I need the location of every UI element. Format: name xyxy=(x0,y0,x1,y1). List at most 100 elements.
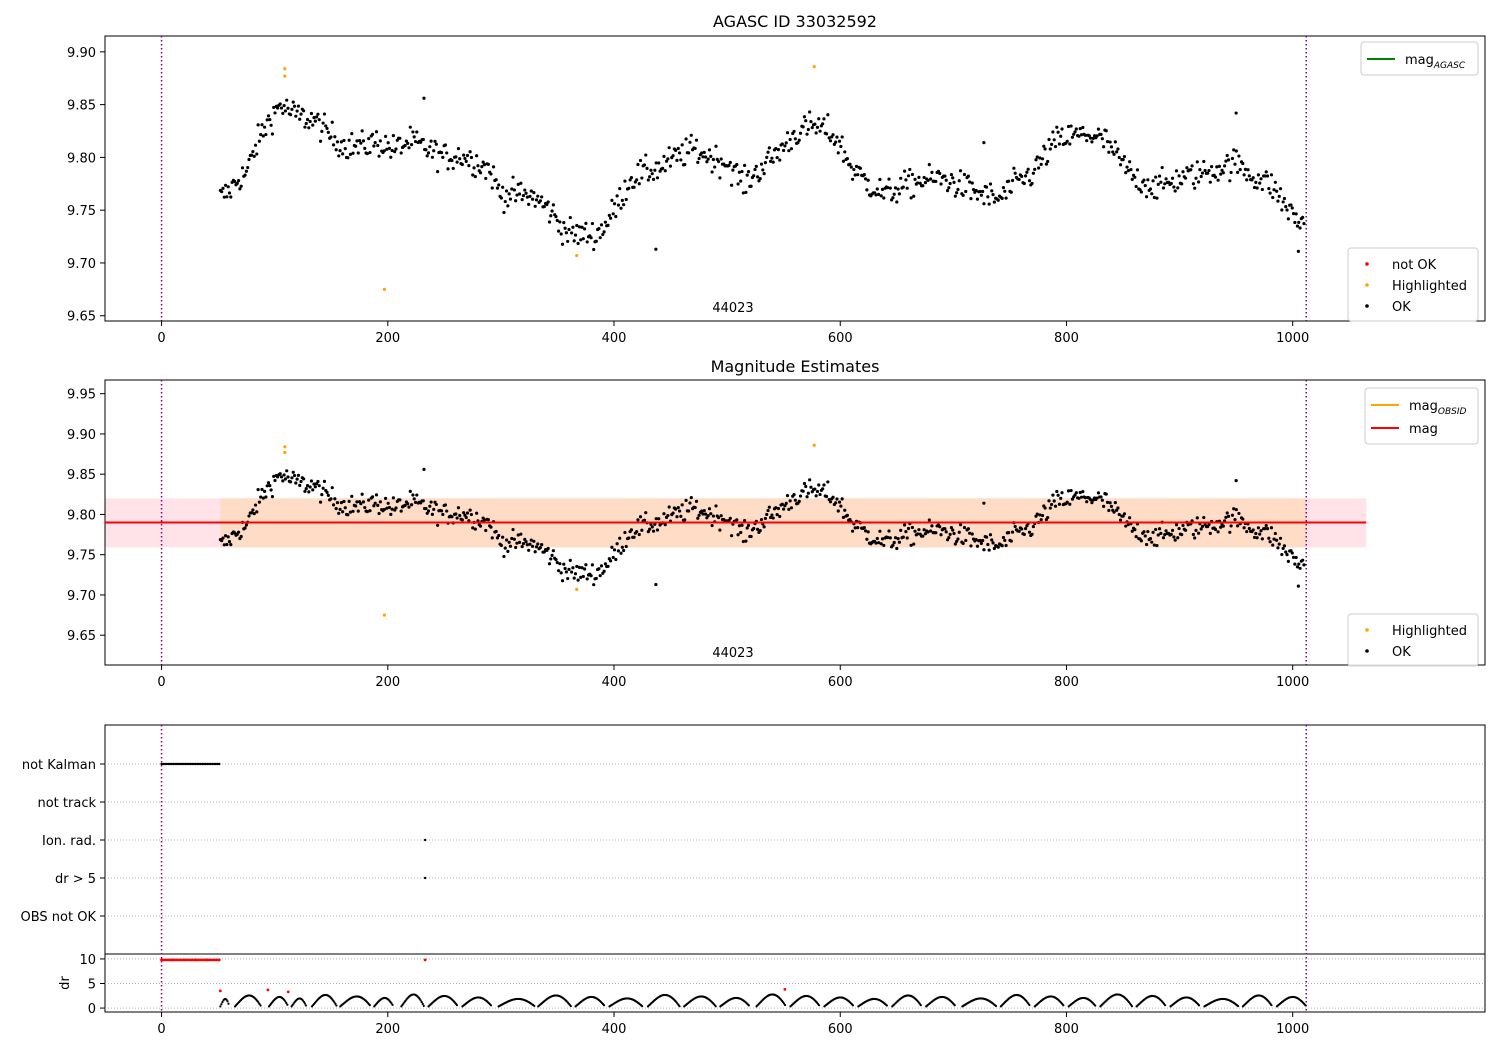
ok-point xyxy=(517,192,522,196)
ok-point xyxy=(927,162,931,167)
ok-point xyxy=(990,189,994,193)
panel-1-obsid-label: 44023 xyxy=(712,301,753,316)
ok-point xyxy=(322,479,327,483)
ok-point xyxy=(516,533,520,537)
flag-point xyxy=(173,762,177,766)
ok-point xyxy=(775,512,779,517)
ok-point xyxy=(1255,536,1259,540)
ok-point xyxy=(1017,529,1021,533)
ok-point xyxy=(990,538,994,542)
ok-point xyxy=(412,135,416,139)
ok-point xyxy=(974,538,978,542)
ok-point xyxy=(1196,531,1201,535)
ok-point xyxy=(1229,170,1233,175)
ok-point xyxy=(599,223,604,227)
dr-point xyxy=(994,1004,998,1008)
ok-point xyxy=(956,187,960,192)
ok-point xyxy=(762,172,766,176)
ok-point xyxy=(969,544,973,548)
ok-point xyxy=(991,193,995,197)
ok-point xyxy=(688,140,692,144)
ok-point xyxy=(1161,186,1166,190)
ok-point xyxy=(1232,507,1236,511)
ok-point xyxy=(981,538,985,543)
ok-point xyxy=(240,166,245,170)
ok-point xyxy=(1202,515,1206,520)
ok-point xyxy=(836,509,840,513)
ok-point xyxy=(515,541,519,545)
ok-point xyxy=(677,151,682,155)
ok-point xyxy=(446,167,450,171)
ok-point xyxy=(809,120,813,124)
ok-point xyxy=(802,481,807,486)
ok-point xyxy=(1157,527,1162,531)
ok-point xyxy=(367,136,371,141)
ok-point xyxy=(840,135,844,139)
ok-point xyxy=(684,137,688,141)
ok-point xyxy=(817,483,821,487)
ok-point xyxy=(961,193,965,197)
ok-point xyxy=(671,511,675,515)
ok-point xyxy=(278,472,282,476)
ok-point xyxy=(534,198,539,202)
ok-point xyxy=(387,505,392,510)
ok-point xyxy=(289,480,293,484)
ok-point xyxy=(1003,538,1007,542)
p3-xtick-label: 200 xyxy=(375,1022,400,1037)
ok-point xyxy=(903,523,907,527)
ok-point xyxy=(1000,196,1004,200)
ok-point xyxy=(503,199,507,204)
ok-point xyxy=(789,147,794,151)
dr-point xyxy=(569,1004,572,1008)
ok-point xyxy=(893,536,898,540)
ok-point xyxy=(330,120,334,124)
ok-point xyxy=(510,536,514,541)
ok-point xyxy=(866,530,870,534)
ok-point xyxy=(603,220,608,224)
ok-point xyxy=(970,181,974,185)
ok-point xyxy=(1295,224,1300,228)
ok-point xyxy=(350,494,354,498)
dr-point xyxy=(1236,1004,1240,1008)
p2-legend-label: mag xyxy=(1409,422,1438,437)
p2-xtick-label: 800 xyxy=(1054,675,1079,690)
dr-not-ok-point xyxy=(218,989,222,993)
ok-point xyxy=(389,512,393,516)
ok-point xyxy=(253,143,258,147)
ok-point xyxy=(1290,551,1294,555)
ok-point xyxy=(515,193,519,197)
ok-point xyxy=(467,163,471,168)
p1-legend-label: not OK xyxy=(1392,258,1437,273)
flag-row-label: not track xyxy=(37,796,96,811)
ok-point xyxy=(934,531,938,535)
ok-point xyxy=(1191,182,1195,186)
p1-legend-subscript: AGASC xyxy=(1433,61,1466,71)
ok-point xyxy=(542,550,546,554)
ok-point xyxy=(602,230,606,234)
ok-point xyxy=(1055,489,1059,494)
ok-point xyxy=(1069,488,1073,493)
ok-point xyxy=(629,175,634,180)
ok-point xyxy=(422,467,426,471)
p1-xtick-label: 1000 xyxy=(1276,331,1309,346)
ok-point xyxy=(788,499,792,503)
ok-point xyxy=(239,534,243,539)
ok-point xyxy=(1009,539,1013,543)
highlighted-point xyxy=(382,287,386,291)
ok-point xyxy=(385,147,389,151)
p1-ytick-label: 9.70 xyxy=(67,257,96,272)
ok-point xyxy=(546,546,550,551)
ok-point xyxy=(987,202,991,206)
ok-point xyxy=(1272,188,1276,192)
ok-point xyxy=(1200,171,1205,175)
ok-point xyxy=(1237,154,1241,158)
ok-point xyxy=(1247,174,1251,178)
ok-point xyxy=(1144,542,1149,547)
p2-xtick-label: 1000 xyxy=(1276,675,1309,690)
ok-point xyxy=(1085,500,1089,504)
ok-point xyxy=(808,478,812,482)
flag-point xyxy=(218,762,221,766)
ok-point xyxy=(943,527,947,531)
ok-point xyxy=(1095,496,1099,500)
ok-point xyxy=(1295,565,1300,569)
